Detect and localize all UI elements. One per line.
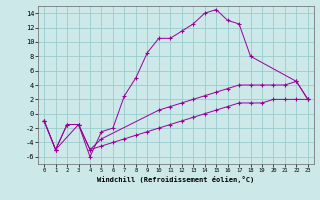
X-axis label: Windchill (Refroidissement éolien,°C): Windchill (Refroidissement éolien,°C) — [97, 176, 255, 183]
